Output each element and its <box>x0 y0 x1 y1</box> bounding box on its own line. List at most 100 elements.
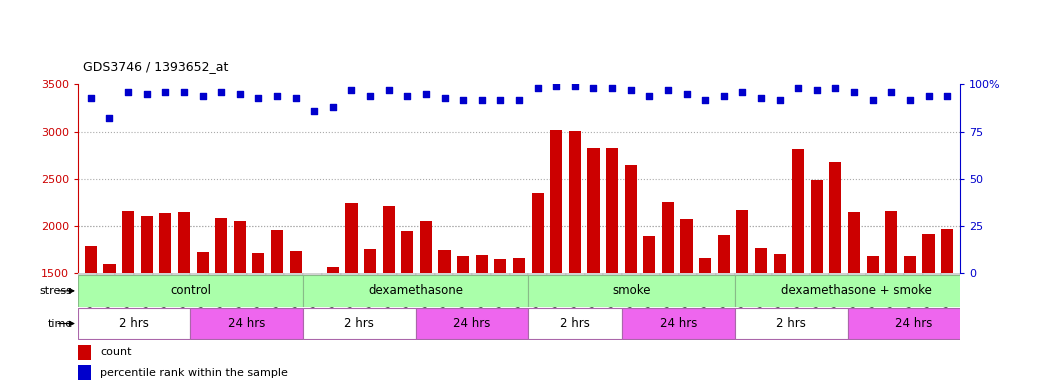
Bar <box>364 249 376 384</box>
Point <box>511 96 527 103</box>
Text: 24 hrs: 24 hrs <box>454 317 491 330</box>
Bar <box>660 273 679 275</box>
Point <box>790 85 807 91</box>
Bar <box>78 308 191 339</box>
Bar <box>588 147 600 384</box>
Bar <box>755 248 767 384</box>
Point <box>827 85 844 91</box>
Bar <box>191 308 303 339</box>
Point <box>641 93 658 99</box>
Text: GDS3746 / 1393652_at: GDS3746 / 1393652_at <box>83 60 228 73</box>
Point <box>269 93 285 99</box>
Point <box>306 108 323 114</box>
Bar <box>885 273 904 275</box>
Point <box>846 89 863 95</box>
Point <box>399 93 415 99</box>
Bar <box>904 256 916 384</box>
Bar <box>662 202 674 384</box>
Bar <box>923 273 941 275</box>
Point <box>548 83 565 89</box>
Text: 2 hrs: 2 hrs <box>345 317 375 330</box>
Text: 24 hrs: 24 hrs <box>895 317 932 330</box>
Bar <box>420 221 432 384</box>
Bar <box>78 273 97 275</box>
Bar <box>303 275 528 306</box>
Text: stress: stress <box>39 286 73 296</box>
Bar <box>528 273 547 275</box>
Point <box>492 96 509 103</box>
Point <box>213 89 229 95</box>
Text: percentile rank within the sample: percentile rank within the sample <box>100 367 288 377</box>
Bar <box>885 212 897 384</box>
Point <box>883 89 900 95</box>
Bar <box>234 221 246 384</box>
Bar <box>228 273 247 275</box>
Point <box>921 93 937 99</box>
Bar <box>308 273 321 384</box>
Bar <box>491 273 510 275</box>
Bar <box>510 273 528 275</box>
Bar <box>547 273 566 275</box>
Bar <box>438 250 450 384</box>
Bar <box>78 275 303 306</box>
Bar <box>735 275 979 306</box>
Bar <box>550 130 563 384</box>
Bar <box>847 308 979 339</box>
Text: dexamethasone + smoke: dexamethasone + smoke <box>782 285 932 297</box>
Bar <box>923 234 934 384</box>
Point <box>344 87 360 93</box>
Bar <box>494 260 507 384</box>
Point <box>157 89 173 95</box>
Bar <box>847 273 867 275</box>
Point <box>529 85 546 91</box>
Bar <box>641 273 660 275</box>
Bar <box>454 273 472 275</box>
Bar <box>340 273 359 275</box>
Point <box>83 94 100 101</box>
Bar <box>177 212 190 384</box>
Bar <box>569 131 581 384</box>
Point <box>585 85 602 91</box>
Bar <box>252 253 265 384</box>
Bar <box>792 149 804 384</box>
Bar <box>622 308 735 339</box>
Bar <box>941 273 960 275</box>
Point <box>436 94 453 101</box>
Bar <box>141 216 153 384</box>
Bar <box>210 273 228 275</box>
Bar <box>416 273 435 275</box>
Bar <box>115 273 134 275</box>
Bar <box>736 210 748 384</box>
Bar <box>359 273 378 275</box>
Point <box>194 93 211 99</box>
Bar <box>904 273 923 275</box>
Text: count: count <box>100 348 132 358</box>
Bar <box>811 179 823 384</box>
Bar <box>196 252 209 384</box>
Point <box>809 87 825 93</box>
Bar <box>191 273 210 275</box>
Bar <box>266 273 284 275</box>
Bar <box>402 231 413 384</box>
Bar <box>829 162 842 384</box>
Bar <box>247 273 266 275</box>
Bar <box>717 235 730 384</box>
Bar <box>303 273 322 275</box>
Bar <box>584 273 603 275</box>
Bar <box>754 273 772 275</box>
Bar <box>679 273 698 275</box>
Bar <box>867 273 885 275</box>
Point <box>771 96 788 103</box>
Text: time: time <box>48 318 73 329</box>
Bar <box>603 273 622 275</box>
Bar <box>97 273 115 275</box>
Bar <box>867 256 879 384</box>
Bar <box>566 273 584 275</box>
Point <box>119 89 136 95</box>
Bar <box>810 273 828 275</box>
Point <box>623 87 639 93</box>
Bar <box>681 219 692 384</box>
Point <box>101 115 117 121</box>
Text: 2 hrs: 2 hrs <box>119 317 149 330</box>
Text: 24 hrs: 24 hrs <box>660 317 698 330</box>
